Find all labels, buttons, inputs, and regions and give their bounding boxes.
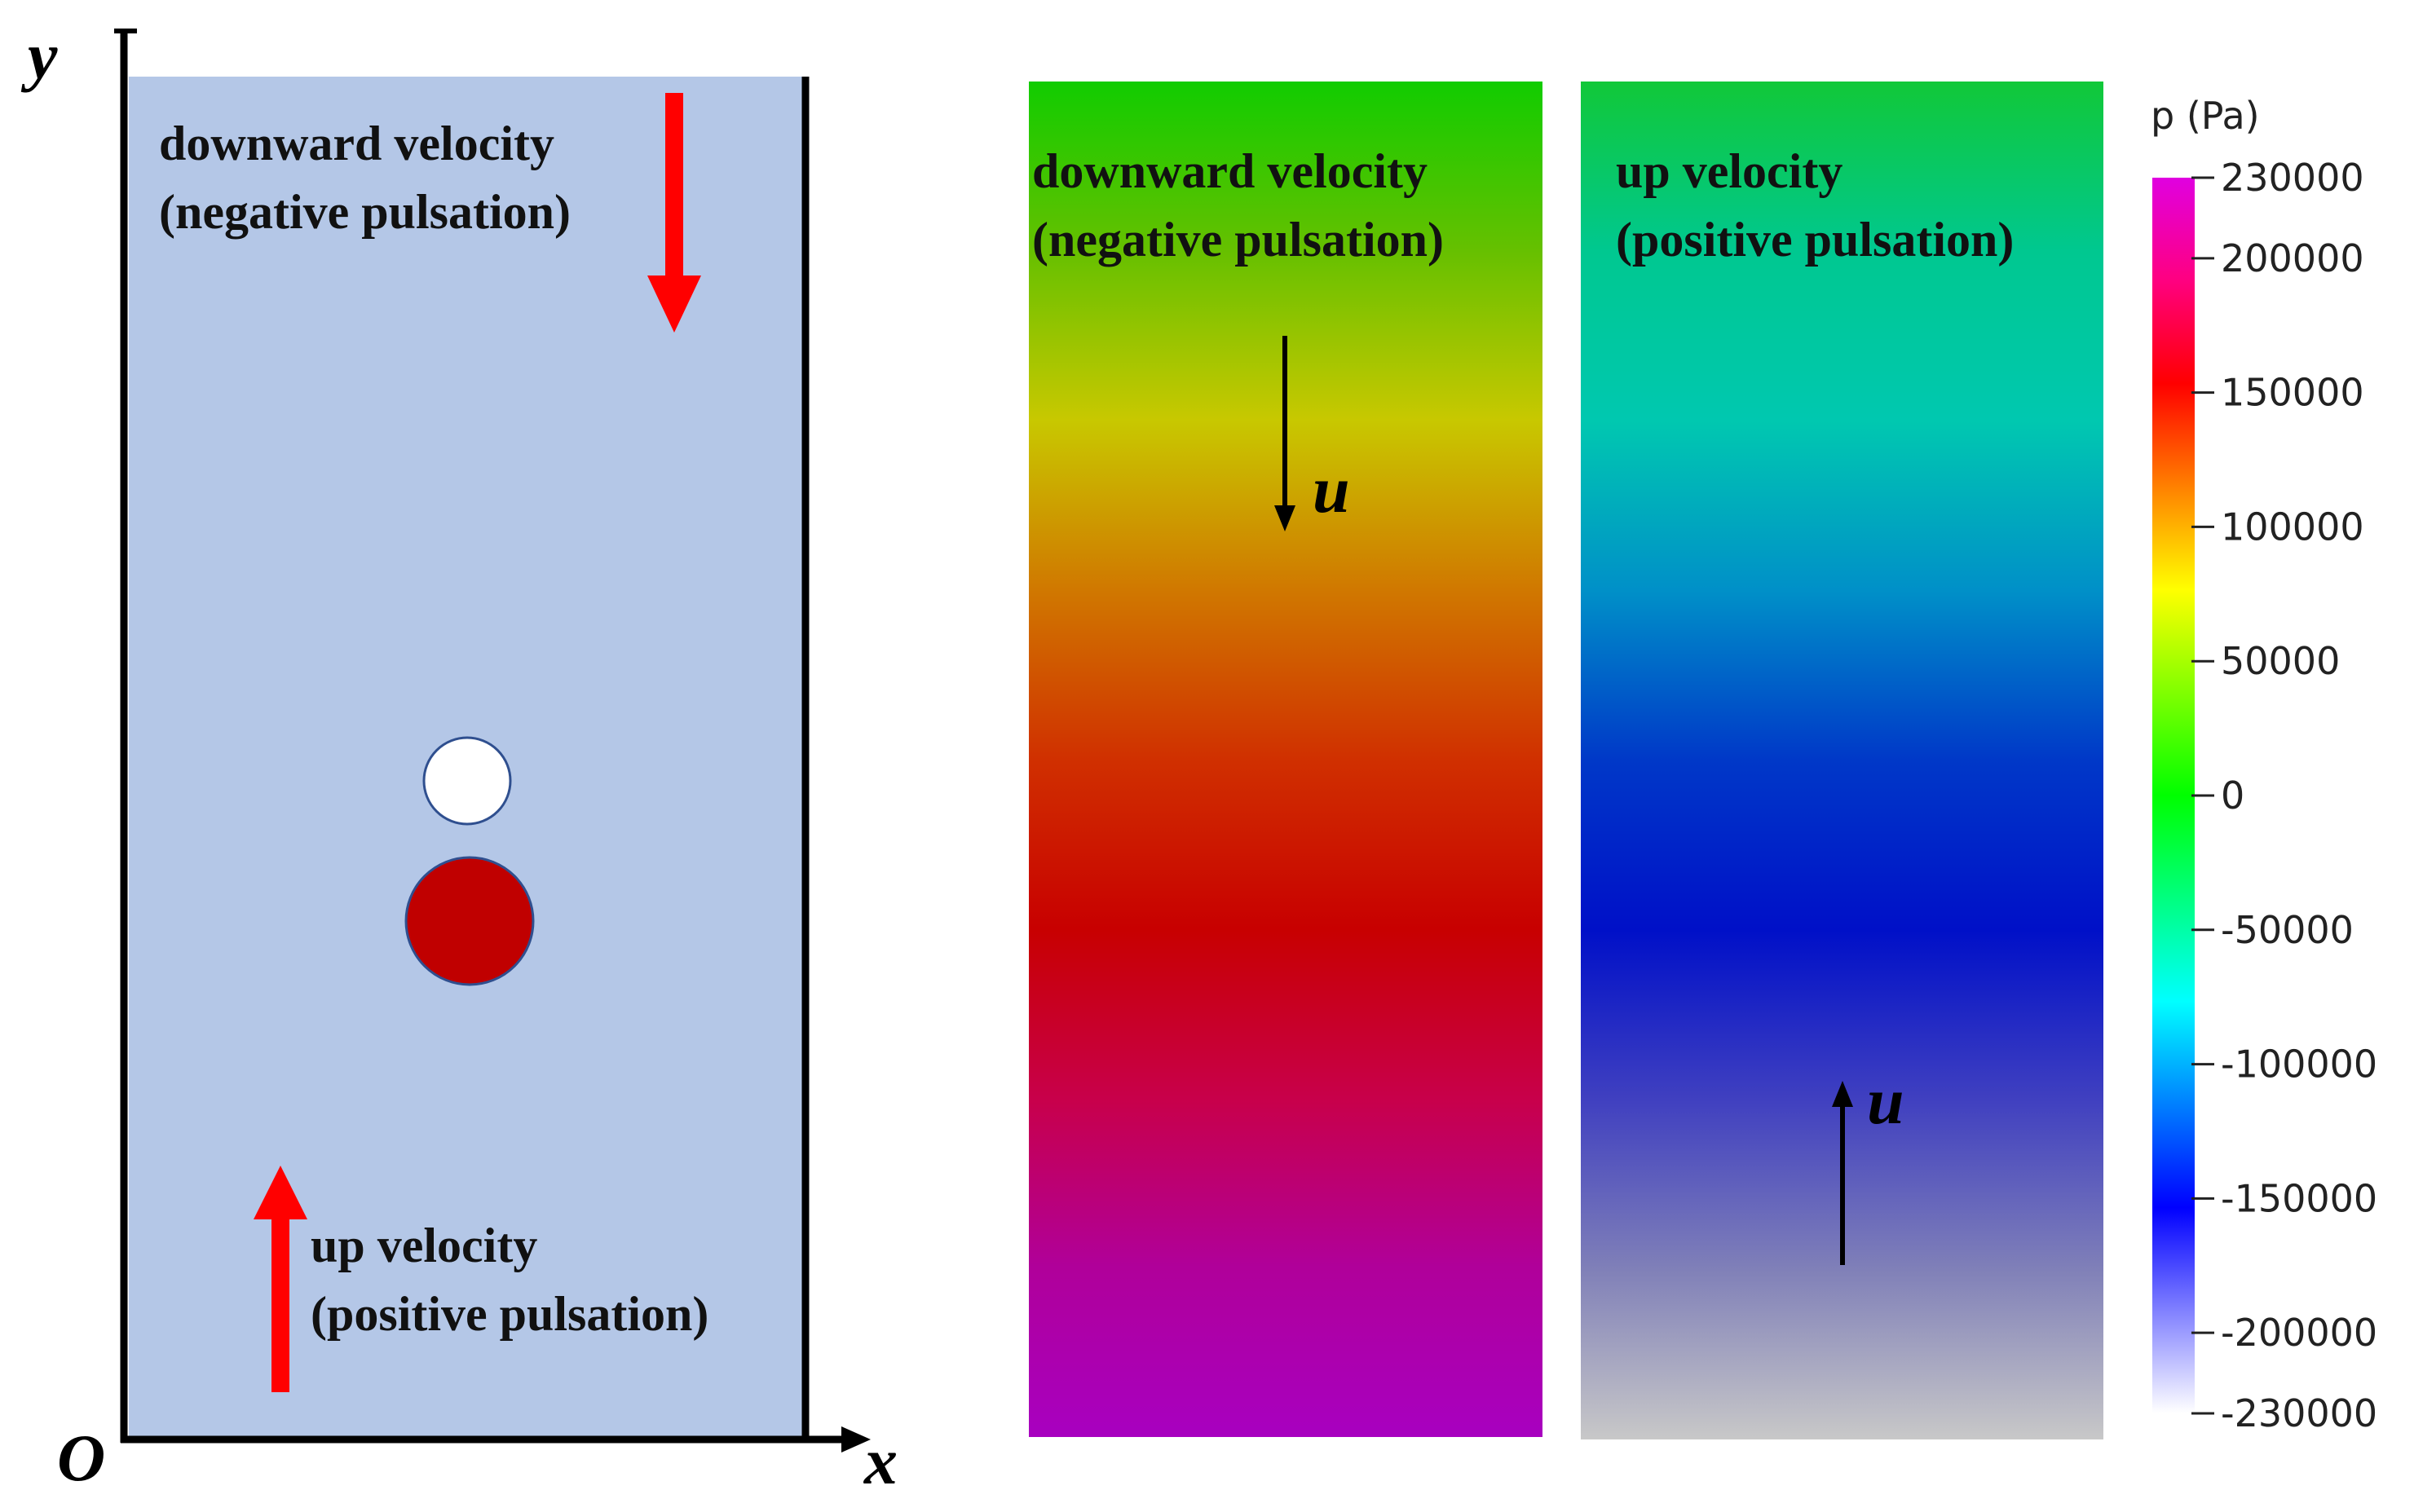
bubble: [422, 736, 512, 826]
right-label-line-1: up velocity: [1616, 144, 1842, 198]
middle-label-line-1: downward velocity: [1032, 144, 1428, 198]
colorbar-tick-label: -230000: [2221, 1391, 2377, 1435]
colorbar-tick-label: -200000: [2221, 1311, 2377, 1355]
colorbar-tick-label: 100000: [2221, 505, 2364, 549]
downward-velocity-line-2: (negative pulsation): [159, 185, 571, 239]
positive-pulsation-panel: up velocity (positive pulsation) u: [1581, 82, 2103, 1439]
colorbar-tick-label: 150000: [2221, 371, 2364, 415]
up-velocity-line-2: (positive pulsation): [311, 1287, 708, 1341]
negative-pulsation-panel: downward velocity (negative pulsation) u: [1029, 82, 1542, 1437]
colorbar-tick-label: 50000: [2221, 639, 2340, 683]
colorbar-title: p (Pa): [2151, 94, 2260, 138]
colorbar-strip: [2152, 178, 2195, 1413]
y-axis-label: y: [20, 19, 58, 93]
colorbar-tick-label: -50000: [2221, 908, 2354, 952]
middle-panel-label: downward velocity (negative pulsation): [1032, 144, 1444, 267]
middle-velocity-label: u: [1313, 452, 1350, 527]
schematic-panel: y x O downward velocity (negative pulsat…: [20, 19, 898, 1498]
x-axis-label: x: [863, 1424, 898, 1498]
downward-arrow: [647, 93, 701, 333]
downward-velocity-line-1: downward velocity: [159, 117, 554, 170]
middle-label-line-2: (negative pulsation): [1032, 213, 1444, 267]
middle-pressure-field: [1029, 82, 1542, 1437]
x-axis-arrowhead: [841, 1426, 871, 1452]
origin-label: O: [57, 1421, 105, 1495]
colorbar-tick-label: 0: [2221, 774, 2244, 818]
upward-arrow: [254, 1166, 307, 1392]
colorbar-tick-label: 230000: [2221, 156, 2364, 200]
middle-velocity-arrow: [1274, 336, 1295, 531]
colorbar-tick-label: 200000: [2221, 236, 2364, 280]
right-velocity-arrow: [1832, 1081, 1853, 1265]
colorbar-ticks: 230000 200000 150000 100000 50000 0 -50000 -100…: [2191, 156, 2377, 1435]
colorbar-tick-label: -100000: [2221, 1043, 2377, 1087]
right-panel-label: up velocity (positive pulsation): [1616, 144, 2014, 267]
up-velocity-label: up velocity (positive pulsation): [311, 1219, 708, 1341]
colorbar-tick-label: -150000: [2221, 1176, 2377, 1220]
up-velocity-line-1: up velocity: [311, 1219, 537, 1272]
colorbar: p (Pa) 230000 200000 150000 100000 50000 0 -50…: [2151, 94, 2377, 1435]
particle: [404, 856, 535, 986]
right-label-line-2: (positive pulsation): [1616, 213, 2014, 267]
right-velocity-label: u: [1867, 1064, 1904, 1138]
downward-velocity-label: downward velocity (negative pulsation): [159, 117, 571, 239]
